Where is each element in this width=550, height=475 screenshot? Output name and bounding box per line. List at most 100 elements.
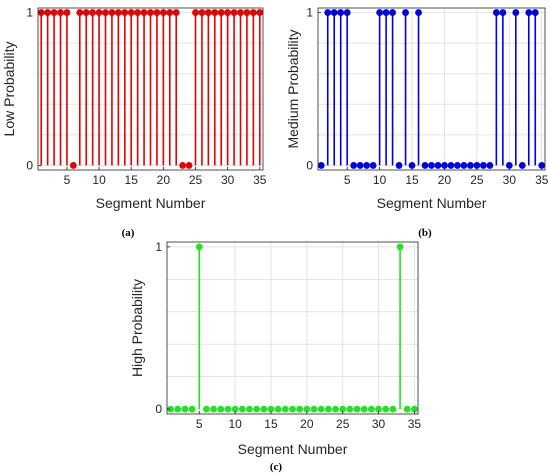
stem-marker	[467, 162, 474, 169]
stem-marker	[198, 9, 206, 16]
stem-marker	[172, 9, 180, 16]
stem-marker	[159, 9, 167, 16]
stem-marker	[339, 405, 347, 413]
plot-area	[318, 8, 545, 170]
axes-box	[37, 7, 264, 171]
stem-marker	[367, 405, 375, 413]
x-tick-label: 25	[470, 173, 484, 187]
stem-marker	[396, 243, 404, 251]
x-tick-label: 15	[125, 173, 139, 187]
stem-marker	[179, 162, 187, 169]
stem-marker	[428, 162, 435, 169]
chart-panel-a: 5 10 15 20 25 30 35 0 1 Segment Number Low Probabi…	[1, 6, 267, 239]
x-tick-label: 5	[196, 417, 203, 431]
stem-marker	[402, 9, 409, 16]
y-tick-label: 1	[155, 240, 162, 254]
stem-marker	[195, 243, 203, 251]
stem-marker	[82, 9, 90, 16]
stem-marker	[166, 9, 174, 16]
stem-marker	[192, 9, 199, 16]
stem-marker	[237, 9, 244, 16]
axes-box	[317, 7, 546, 171]
stem-marker	[253, 405, 261, 413]
stem-marker	[434, 162, 442, 169]
stem-marker	[296, 405, 304, 413]
stem-marker	[204, 9, 212, 16]
stem-marker	[350, 162, 358, 169]
stem-marker	[330, 9, 338, 16]
stem-marker	[382, 9, 390, 16]
stem-marker	[505, 162, 513, 169]
stem-marker	[346, 405, 354, 413]
stem-marker	[267, 405, 275, 413]
stem-marker	[203, 405, 210, 413]
x-tick-label: 30	[221, 173, 235, 187]
stem-marker	[317, 405, 325, 413]
stem-marker	[289, 405, 296, 413]
stem-marker	[69, 162, 77, 169]
stem-marker	[102, 9, 109, 16]
stem-marker	[360, 405, 368, 413]
stem-marker	[260, 405, 268, 413]
x-tick-label: 15	[264, 417, 278, 431]
stem-marker	[376, 9, 384, 16]
stem-marker	[395, 162, 403, 169]
x-tick-label: 20	[300, 417, 314, 431]
x-tick-label: 5	[344, 173, 351, 187]
stem-marker	[454, 162, 461, 169]
panel-caption: (b)	[418, 227, 432, 239]
stem-marker	[134, 9, 142, 16]
axes-box	[166, 241, 419, 415]
stem-marker	[421, 162, 429, 169]
x-tick-label: 25	[189, 173, 203, 187]
x-axis-label: Segment Number	[238, 441, 348, 457]
stem-marker	[389, 405, 397, 413]
stem-marker	[332, 405, 339, 413]
stem-marker	[363, 162, 371, 169]
stem-marker	[317, 162, 325, 169]
stem-marker	[44, 9, 52, 16]
x-tick-label: 30	[503, 173, 517, 187]
x-tick-label: 20	[438, 173, 452, 187]
x-tick-label: 25	[336, 417, 350, 431]
stem-marker	[356, 162, 364, 169]
x-tick-label: 35	[535, 173, 549, 187]
stem-marker	[256, 9, 264, 16]
stem-marker	[460, 162, 468, 169]
x-tick-label: 20	[157, 173, 171, 187]
stem-marker	[499, 9, 507, 16]
stem-marker	[238, 405, 246, 413]
y-axis-label: Medium Probability	[285, 29, 301, 148]
x-tick-label: 10	[92, 173, 106, 187]
stem-marker	[324, 9, 332, 16]
stem-marker	[114, 9, 122, 16]
stem-marker	[281, 405, 289, 413]
y-axis-label: Low Probability	[1, 42, 17, 137]
stem-marker	[127, 9, 135, 16]
stem-marker	[181, 405, 189, 413]
stem-marker	[95, 9, 103, 16]
stem-marker	[415, 9, 422, 16]
stem-marker	[217, 405, 225, 413]
x-tick-label: 5	[64, 173, 71, 187]
stem-marker	[57, 9, 64, 16]
stem-marker	[337, 9, 345, 16]
stem-marker	[512, 9, 520, 16]
stem-marker	[310, 405, 318, 413]
stem-marker	[185, 162, 193, 169]
stem-marker	[167, 405, 174, 413]
y-tick-label: 0	[26, 158, 33, 172]
stem-marker	[37, 9, 45, 16]
x-tick-label: 10	[228, 417, 242, 431]
stem-marker	[408, 162, 416, 169]
x-axis-label: Segment Number	[377, 195, 487, 211]
stem-marker	[531, 9, 539, 16]
stem-marker	[353, 405, 361, 413]
x-axis-label: Segment Number	[96, 195, 206, 211]
stem-marker	[303, 405, 311, 413]
stem-marker	[89, 9, 97, 16]
stem-marker	[382, 405, 390, 413]
stem-marker	[174, 405, 182, 413]
stem-marker	[441, 162, 448, 169]
